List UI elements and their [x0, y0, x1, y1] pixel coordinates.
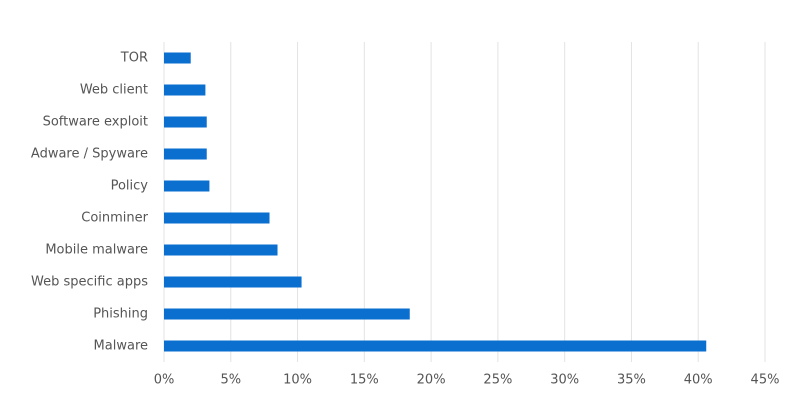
- x-tick-label: 15%: [350, 373, 379, 388]
- y-tick-label: Malware: [94, 339, 148, 354]
- y-tick-label: Policy: [111, 179, 149, 194]
- bar: [164, 212, 270, 224]
- x-tick-label: 40%: [684, 373, 713, 388]
- y-tick-label: Coinminer: [81, 211, 148, 226]
- x-tick-label: 25%: [483, 373, 512, 388]
- x-tick-label: 0%: [154, 373, 175, 388]
- x-tick-label: 20%: [417, 373, 446, 388]
- y-tick-label: TOR: [120, 51, 148, 66]
- bar: [164, 148, 207, 160]
- x-tick-label: 45%: [751, 373, 780, 388]
- x-tick-label: 35%: [617, 373, 646, 388]
- x-tick-label: 30%: [550, 373, 579, 388]
- bar: [164, 244, 278, 256]
- y-tick-label: Mobile malware: [45, 243, 148, 258]
- bar: [164, 276, 302, 288]
- bar: [164, 180, 210, 192]
- bar: [164, 84, 206, 96]
- x-tick-label: 5%: [220, 373, 241, 388]
- bar: [164, 308, 410, 320]
- y-tick-label: Adware / Spyware: [31, 147, 148, 162]
- x-tick-label: 10%: [283, 373, 312, 388]
- y-tick-label: Web specific apps: [31, 275, 148, 290]
- y-tick-label: Phishing: [93, 307, 148, 322]
- bar: [164, 116, 207, 128]
- y-tick-label: Web client: [80, 83, 148, 98]
- bar: [164, 52, 191, 64]
- bar: [164, 340, 707, 352]
- y-tick-label: Software exploit: [43, 115, 148, 130]
